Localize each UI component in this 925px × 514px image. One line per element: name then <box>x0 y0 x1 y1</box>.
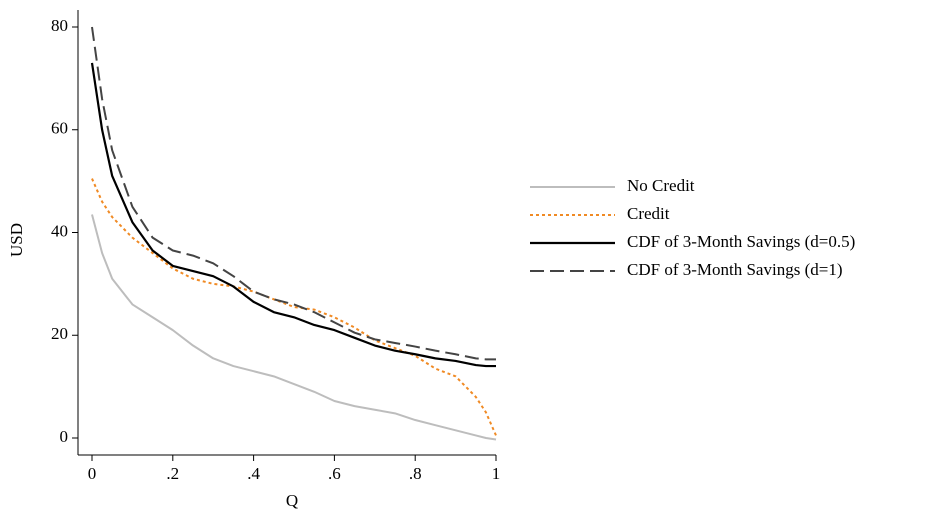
series-line <box>91 214 497 441</box>
x-tick-label: 1 <box>492 464 501 483</box>
y-tick-label: 80 <box>51 16 68 35</box>
y-axis-title: USD <box>7 223 26 257</box>
x-tick-label: .4 <box>247 464 260 483</box>
x-tick-label: .2 <box>166 464 179 483</box>
y-tick-label: 20 <box>51 324 68 343</box>
y-tick-label: 60 <box>51 119 68 138</box>
series-line <box>91 26 496 361</box>
x-tick-label: .6 <box>328 464 341 483</box>
series-line <box>90 62 496 368</box>
y-tick-label: 0 <box>60 427 69 446</box>
series-line <box>91 178 497 436</box>
x-axis-title: Q <box>286 491 298 510</box>
legend-label: CDF of 3-Month Savings (d=1) <box>627 260 842 279</box>
legend-label: Credit <box>627 204 670 223</box>
x-tick-label: 0 <box>88 464 97 483</box>
legend-label: CDF of 3-Month Savings (d=0.5) <box>627 232 855 251</box>
y-tick-label: 40 <box>51 221 68 240</box>
legend-label: No Credit <box>627 176 695 195</box>
x-tick-label: .8 <box>409 464 422 483</box>
